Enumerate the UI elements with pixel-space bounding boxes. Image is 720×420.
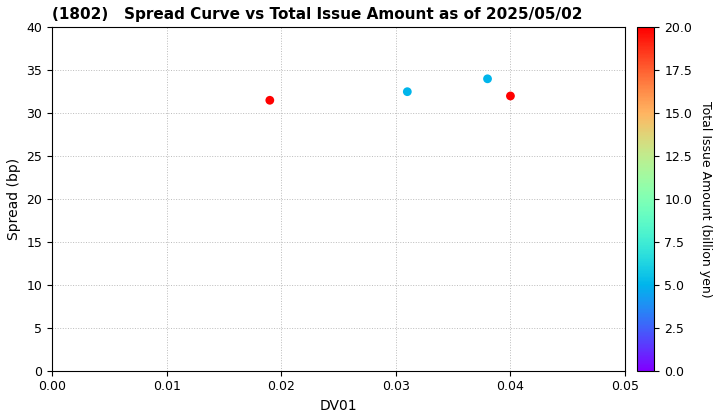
- Point: [482, 76, 493, 82]
- Text: (1802)   Spread Curve vs Total Issue Amount as of 2025/05/02: (1802) Spread Curve vs Total Issue Amoun…: [52, 7, 582, 22]
- Point: [264, 97, 276, 104]
- Point: [505, 93, 516, 100]
- Y-axis label: Spread (bp): Spread (bp): [7, 158, 21, 240]
- Y-axis label: Total Issue Amount (billion yen): Total Issue Amount (billion yen): [698, 101, 711, 297]
- X-axis label: DV01: DV01: [320, 399, 357, 413]
- Point: [402, 88, 413, 95]
